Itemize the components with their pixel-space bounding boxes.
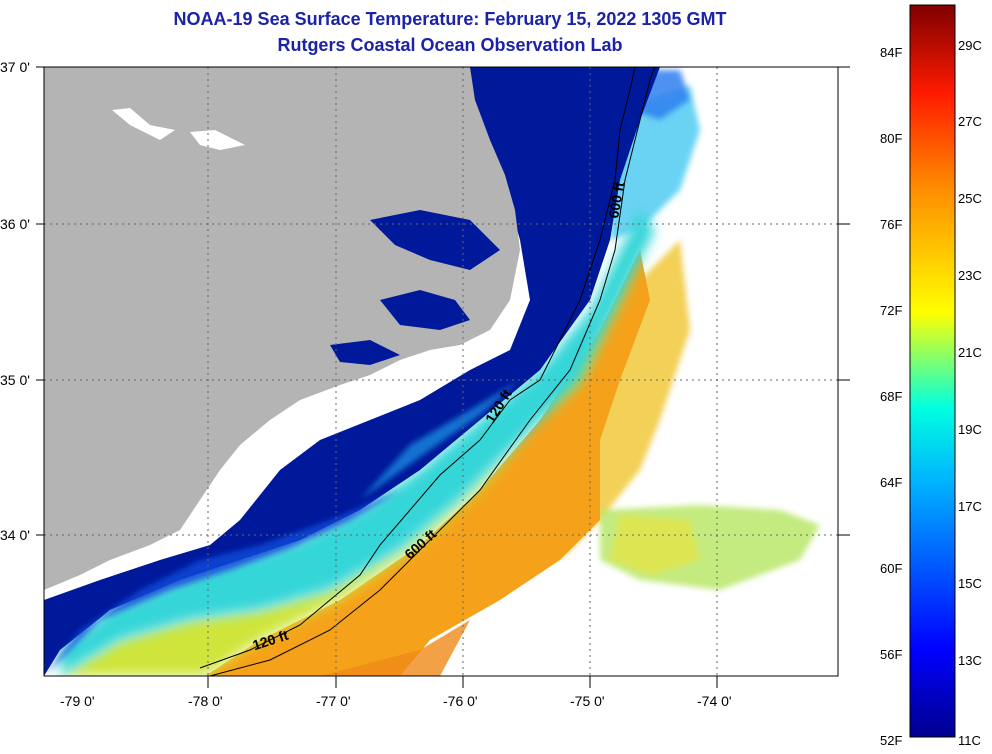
contour-600ft [209, 67, 656, 676]
lon-label-77: -77 0' [316, 693, 351, 709]
sounds-and-bays [112, 108, 500, 365]
colorbar-f-84: 84F [880, 45, 903, 60]
colorbar-f-60: 60F [880, 561, 903, 576]
colorbar-f-64: 64F [880, 475, 903, 490]
cold-coastal-water [44, 67, 660, 676]
map-title: NOAA-19 Sea Surface Temperature: Februar… [173, 9, 727, 29]
colorbar-f-68: 68F [880, 389, 903, 404]
map-tick-marks [36, 66, 850, 688]
graticule [44, 67, 838, 676]
colorbar-f-72: 72F [880, 303, 903, 318]
colorbar-f-80: 80F [880, 131, 903, 146]
mid-shelf-water [60, 250, 640, 676]
lon-label-78: -78 0' [188, 693, 223, 709]
colorbar-c-13: 13C [958, 653, 982, 668]
colorbar-c-15: 15C [958, 576, 982, 591]
colorbar-c-25: 25C [958, 191, 982, 206]
lon-label-74: -74 0' [697, 693, 732, 709]
colorbar-gradient [909, 4, 956, 738]
colorbar-c-11: 11C [958, 733, 981, 748]
lat-label-36: 36 0' [0, 216, 30, 232]
map-frame [43, 66, 839, 677]
lat-label-35: 35 0' [0, 372, 30, 388]
gulf-stream-band [205, 250, 650, 676]
colorbar-f-52: 52F [880, 733, 903, 748]
map-plot-area [44, 67, 838, 676]
colorbar-c-21: 21C [958, 345, 982, 360]
colorbar-f-76: 76F [880, 217, 903, 232]
colorbar-f-56: 56F [880, 647, 903, 662]
lon-label-76: -76 0' [443, 693, 478, 709]
lon-label-79: -79 0' [60, 693, 95, 709]
bathymetry-contours [199, 67, 656, 676]
inner-shelf-water [60, 210, 655, 676]
colorbar-c-27: 27C [958, 114, 982, 129]
lon-label-75: -75 0' [570, 693, 605, 709]
map-subtitle: Rutgers Coastal Ocean Observation Lab [277, 35, 623, 55]
land-mass [44, 67, 520, 590]
colorbar-c-19: 19C [958, 422, 982, 437]
colorbar-c-17: 17C [958, 499, 982, 514]
lat-label-34: 34 0' [0, 527, 30, 543]
lat-label-37: 37 0' [0, 59, 30, 75]
colorbar-c-29: 29C [958, 38, 982, 53]
colorbar-c-23: 23C [958, 268, 982, 283]
contour-120ft [199, 67, 636, 669]
